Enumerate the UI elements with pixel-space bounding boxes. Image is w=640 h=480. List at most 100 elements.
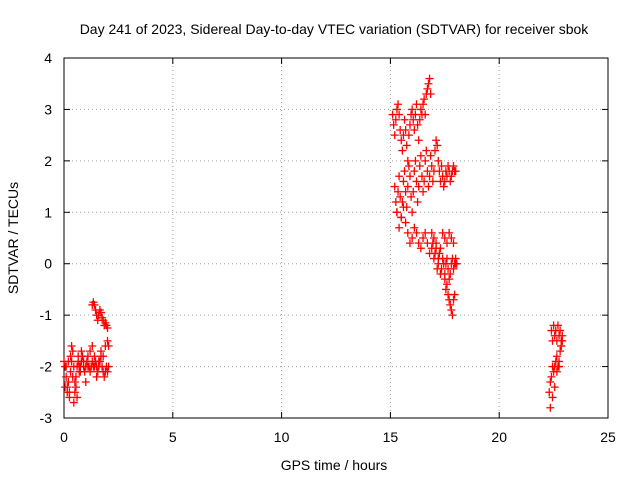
- data-point: [432, 136, 441, 145]
- data-point: [427, 228, 436, 237]
- data-point: [449, 264, 458, 273]
- data-point: [414, 239, 423, 248]
- axis-ticks: 0 5 10 15 20 25 -3 -2 -1 0 1 2 3 4: [40, 50, 616, 445]
- data-point: [409, 187, 418, 196]
- x-tick-label: 0: [60, 429, 68, 445]
- data-point: [435, 249, 444, 258]
- data-point: [451, 167, 460, 176]
- data-point: [428, 177, 437, 186]
- data-point: [426, 90, 435, 98]
- y-axis-label: SDTVAR / TECUs: [5, 182, 21, 294]
- data-point: [395, 110, 404, 119]
- data-point: [69, 398, 78, 407]
- data-point: [71, 383, 80, 392]
- data-point: [416, 244, 425, 253]
- data-point: [450, 290, 459, 299]
- data-point: [422, 146, 431, 155]
- y-tick-label: 4: [44, 50, 52, 66]
- data-point: [99, 352, 108, 361]
- data-point: [420, 177, 429, 186]
- data-point: [392, 208, 401, 217]
- data-point: [410, 223, 419, 232]
- data-point: [556, 326, 565, 335]
- data-point: [65, 393, 74, 402]
- data-point: [552, 352, 561, 361]
- data-point: [399, 177, 408, 186]
- x-tick-label: 25: [600, 429, 616, 445]
- data-point: [447, 172, 456, 181]
- data-point: [74, 352, 83, 361]
- data-point: [545, 388, 554, 397]
- data-point: [419, 100, 428, 109]
- data-point: [391, 115, 400, 124]
- data-point: [62, 362, 71, 371]
- data-point: [76, 367, 85, 376]
- y-tick-label: -3: [40, 410, 53, 426]
- data-point: [451, 254, 460, 263]
- data-point: [389, 120, 398, 129]
- chart-title: Day 241 of 2023, Sidereal Day-to-day VTE…: [80, 21, 590, 37]
- data-point: [420, 95, 429, 104]
- data-point: [405, 239, 414, 248]
- data-point: [70, 388, 79, 397]
- data-point: [414, 136, 423, 145]
- data-point: [434, 156, 443, 165]
- data-point: [429, 234, 438, 242]
- data-point: [398, 146, 407, 155]
- data-point: [96, 308, 105, 317]
- data-point: [401, 218, 410, 227]
- data-point: [66, 352, 75, 361]
- data-point: [404, 131, 413, 140]
- data-point: [394, 100, 403, 109]
- data-point: [81, 378, 90, 386]
- data-point: [447, 306, 456, 314]
- data-point: [103, 367, 112, 376]
- data-point: [100, 372, 109, 381]
- data-point: [104, 342, 113, 350]
- data-point: [408, 105, 417, 114]
- data-point: [550, 383, 559, 392]
- data-point: [88, 342, 97, 350]
- grid-lines: [64, 58, 608, 418]
- data-point: [68, 347, 77, 356]
- y-tick-label: 1: [44, 204, 52, 220]
- data-point: [421, 110, 430, 119]
- data-point: [410, 126, 419, 134]
- data-point: [403, 182, 412, 191]
- data-point: [415, 115, 424, 124]
- data-point: [431, 146, 440, 155]
- data-point: [425, 172, 434, 181]
- data-point: [398, 198, 407, 206]
- data-point: [429, 254, 438, 263]
- data-point: [417, 172, 426, 181]
- data-point: [439, 182, 448, 191]
- data-point: [70, 378, 79, 386]
- data-point: [68, 372, 77, 381]
- data-point: [423, 84, 432, 93]
- data-point: [395, 172, 404, 181]
- data-point: [392, 105, 401, 114]
- data-point: [86, 367, 95, 376]
- data-point: [413, 198, 422, 206]
- data-point: [396, 192, 405, 201]
- data-point: [446, 270, 455, 278]
- data-point: [400, 167, 409, 176]
- data-point: [390, 182, 399, 191]
- data-point: [449, 295, 458, 304]
- data-point: [405, 172, 414, 181]
- data-point: [558, 331, 567, 340]
- data-point: [546, 403, 555, 412]
- y-tick-label: 0: [44, 256, 52, 272]
- data-point: [546, 378, 555, 386]
- data-point: [67, 342, 76, 350]
- data-point: [421, 156, 430, 165]
- data-point: [557, 342, 566, 350]
- data-point: [103, 324, 112, 332]
- data-point: [92, 372, 101, 381]
- data-point: [403, 156, 412, 165]
- data-point: [416, 151, 425, 160]
- data-point: [452, 259, 461, 268]
- data-point: [67, 357, 76, 366]
- data-point: [94, 357, 103, 366]
